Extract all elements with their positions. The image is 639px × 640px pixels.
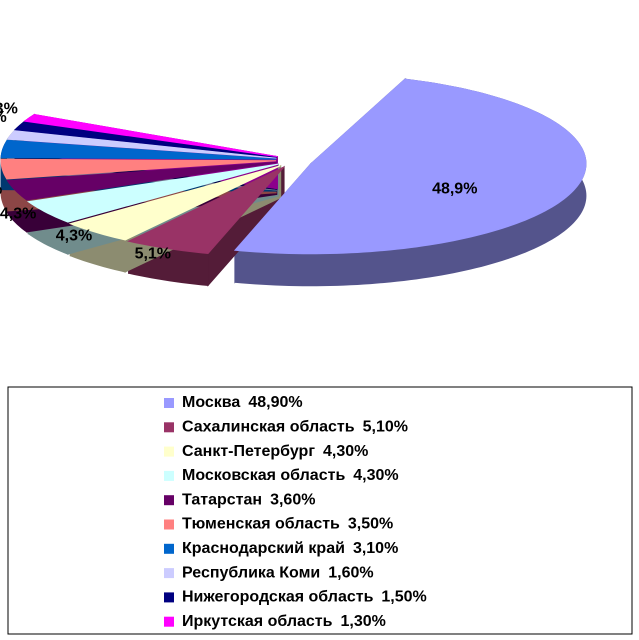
legend-label: Санкт-Петербург	[182, 443, 315, 460]
data-label: 1,5%	[0, 109, 7, 126]
legend-swatch	[164, 495, 174, 506]
legend-label: Москва	[182, 394, 240, 411]
pie-slice	[233, 78, 587, 255]
legend-swatch	[164, 446, 174, 457]
legend-swatch	[164, 422, 174, 433]
legend-label: Сахалинская область	[182, 419, 355, 436]
data-label: 4,3%	[0, 205, 36, 222]
legend-value: 3,10%	[353, 540, 398, 557]
pie-slice	[6, 129, 277, 159]
legend-label: Республика Коми	[182, 564, 320, 581]
data-label: 3,6%	[0, 181, 2, 198]
pie-slice	[0, 139, 277, 160]
pie-slice	[68, 165, 281, 241]
legend-label: Нижегородская область	[182, 589, 374, 606]
pie-tops	[0, 78, 587, 255]
legend-swatch	[164, 616, 174, 627]
legend-swatch	[164, 568, 174, 579]
legend: Москва 48,90% Сахалинская область 5,10% Санк…	[164, 394, 427, 630]
legend-value: 48,90%	[248, 394, 302, 411]
legend-swatch	[164, 519, 174, 530]
pie-slice	[23, 114, 278, 158]
data-label: 1,3%	[0, 100, 18, 117]
legend-value: 4,30%	[353, 467, 398, 484]
pie-slice	[6, 161, 277, 201]
legend-value: 5,10%	[363, 419, 408, 436]
pie-slice	[0, 158, 277, 180]
legend-value: 1,30%	[340, 613, 385, 630]
legend-value: 1,50%	[381, 589, 426, 606]
legend-swatch	[164, 543, 174, 554]
pie-slice	[14, 121, 277, 158]
legend-swatch	[164, 470, 174, 481]
data-label: 48,9%	[432, 180, 477, 197]
legend-value: 1,60%	[328, 564, 373, 581]
legend-label: Иркутская область	[182, 613, 333, 630]
pie-slice	[26, 163, 279, 223]
data-label: 5,1%	[135, 245, 171, 262]
legend-label: Тюменская область	[182, 516, 340, 533]
data-labels: 48,9%5,1%4,3%4,3%3,6%3,5%3,1%1,6%1,5%1,3…	[0, 100, 477, 262]
legend-value: 3,50%	[348, 516, 393, 533]
legend-value: 4,30%	[323, 443, 368, 460]
legend-label: Московская область	[182, 467, 345, 484]
data-label: 4,3%	[56, 228, 92, 245]
legend-swatch	[164, 398, 174, 408]
legend-value: 3,60%	[270, 491, 315, 508]
legend-label: Краснодарский край	[182, 540, 345, 557]
legend-box	[7, 386, 633, 635]
legend-swatch	[164, 592, 174, 603]
pie-slice	[127, 166, 285, 254]
legend-label: Татарстан	[182, 491, 262, 508]
